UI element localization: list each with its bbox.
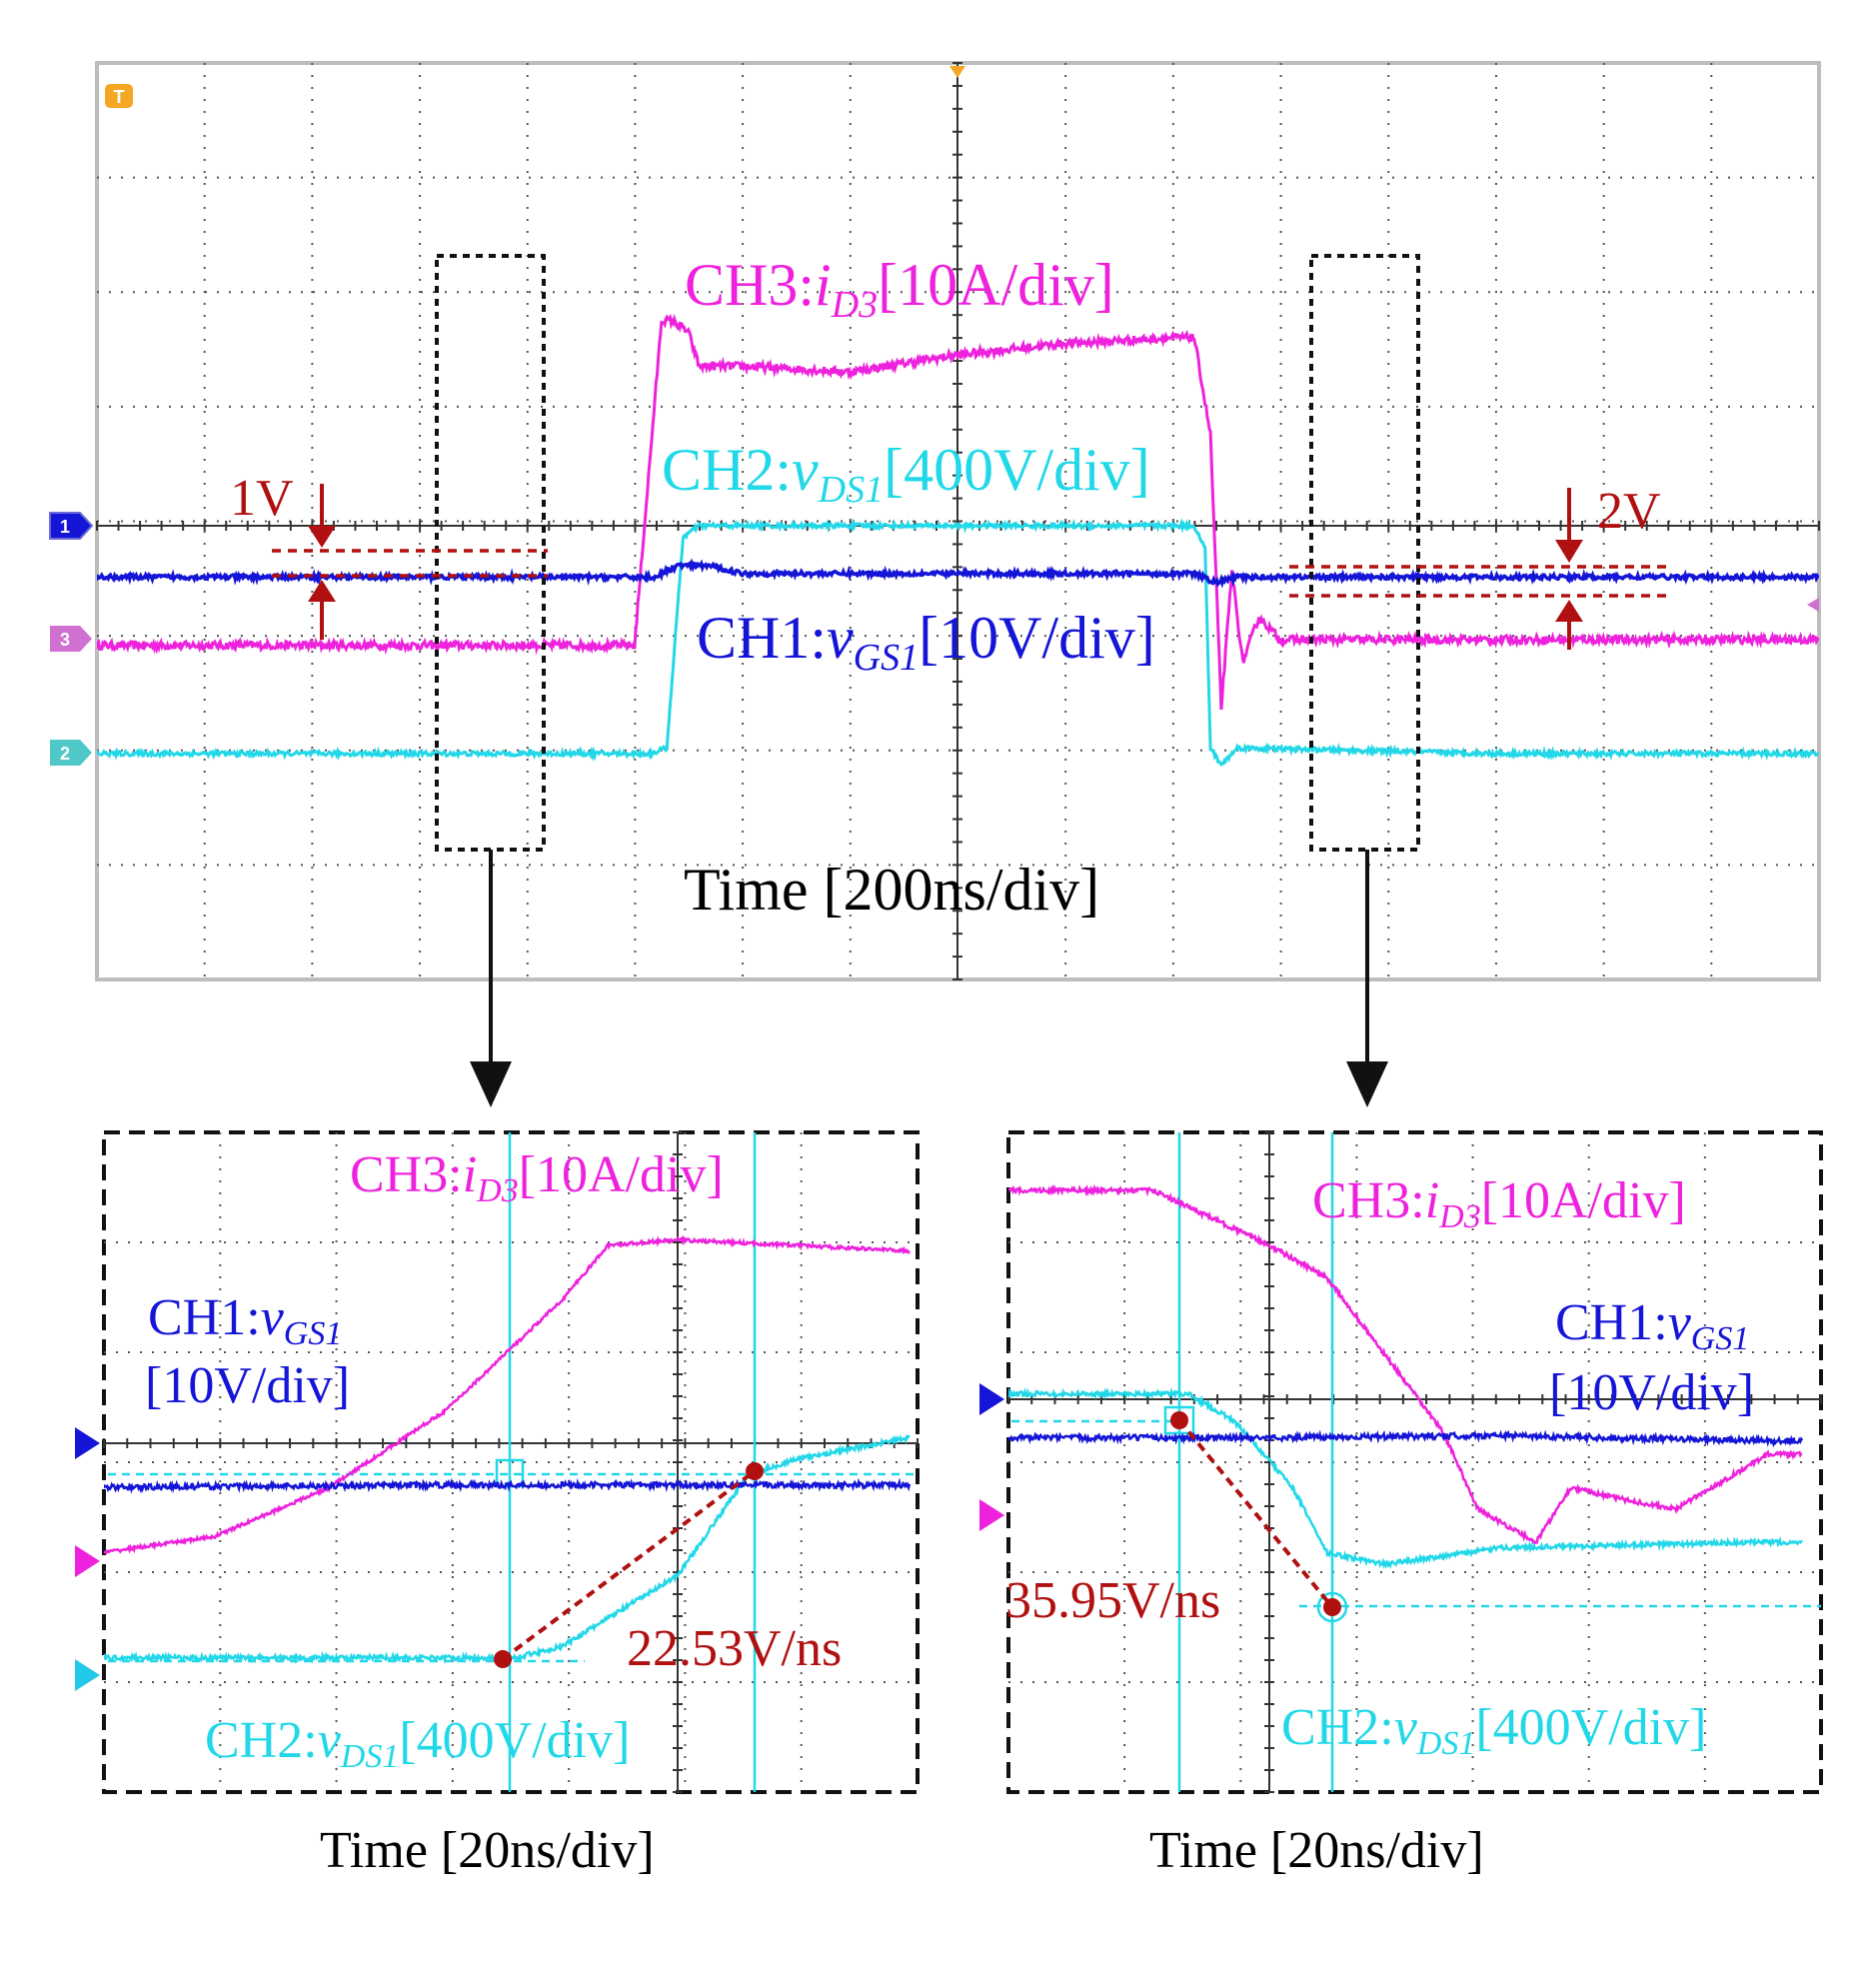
main-ch1-label: CH1:vGS1[10V/div]	[697, 605, 1155, 679]
turn-off-ch1-marker	[979, 1383, 1004, 1415]
annotation-1v: 1V	[230, 470, 548, 640]
main-ch3-trace	[97, 313, 1819, 711]
turn-on-zoom-arrow	[470, 850, 512, 1107]
ch3-ground-marker: 3	[50, 626, 92, 652]
main-ch3-label: CH3:iD3[10A/div]	[685, 252, 1114, 326]
turn-off-zoom-box	[1309, 254, 1420, 852]
turn-off-cursor-circle	[1316, 1591, 1348, 1623]
turn-on-ch1-label: CH1:vGS1	[148, 1289, 342, 1352]
turn-off-ch1-label: CH1:vGS1	[1555, 1294, 1749, 1357]
main-ch1-trace	[97, 558, 1819, 589]
main-ch2-trace	[97, 518, 1819, 768]
turn-on-time-label: Time [20ns/div]	[320, 1822, 655, 1879]
turn-off-slope-start	[1170, 1411, 1188, 1429]
turn-on-ch1-trace	[104, 1477, 912, 1494]
turn-on-ch3-marker	[75, 1545, 100, 1577]
turn-on-ch2-marker	[75, 1659, 100, 1691]
turn-off-cursor-box	[1163, 1405, 1195, 1435]
trigger-position-marker	[949, 66, 965, 78]
turn-off-ch3-trace	[1008, 1183, 1803, 1545]
turn-on-zoom-panel: CH3:iD3[10A/div] CH1:vGS1 [10V/div] 22.5…	[75, 1130, 920, 1879]
turn-off-zoom-frame	[1006, 1130, 1823, 1794]
turn-off-ch2-trace	[1008, 1386, 1804, 1570]
turn-off-ch2-label: CH2:vDS1[400V/div]	[1281, 1699, 1706, 1762]
turn-on-slope-line	[501, 1469, 757, 1661]
turn-off-slope-label: 35.95V/ns	[1005, 1572, 1220, 1629]
turn-off-zoom-arrow	[1346, 850, 1388, 1107]
main-scope: T 1 3 2 CH3:iD3[10A/div] CH2:vDS1[400V/d…	[49, 61, 1821, 1107]
right-edge-marker	[1807, 598, 1819, 612]
svg-text:T: T	[114, 87, 125, 107]
turn-on-slope-label: 22.53V/ns	[627, 1620, 842, 1677]
turn-off-zoom-panel: CH3:iD3[10A/div] CH1:vGS1 [10V/div] 35.9…	[979, 1130, 1823, 1879]
turn-off-slope-line	[1177, 1418, 1334, 1609]
main-time-label: Time [200ns/div]	[684, 857, 1099, 923]
svg-text:1: 1	[60, 517, 70, 537]
turn-off-ch1-trace	[1008, 1429, 1804, 1448]
ch1-ground-marker: 1	[49, 512, 94, 540]
svg-text:2: 2	[60, 744, 70, 764]
ch2-ground-marker: 2	[50, 740, 92, 766]
turn-on-ch3-trace	[104, 1234, 912, 1555]
turn-on-slope-end	[746, 1462, 764, 1480]
turn-off-time-label: Time [20ns/div]	[1149, 1822, 1484, 1879]
main-grid	[96, 62, 1820, 981]
turn-off-ch3-label: CH3:iD3[10A/div]	[1312, 1172, 1686, 1235]
turn-on-ch3-label: CH3:iD3[10A/div]	[350, 1146, 724, 1209]
trigger-level-marker: T	[105, 84, 133, 108]
turn-off-ch3-marker	[979, 1499, 1004, 1531]
annotation-1v-text: 1V	[230, 470, 294, 527]
turn-on-ch1-marker	[75, 1427, 100, 1459]
svg-text:3: 3	[60, 630, 70, 650]
turn-on-ch2-label: CH2:vDS1[400V/div]	[205, 1712, 630, 1775]
turn-on-ch1-scale: [10V/div]	[145, 1357, 350, 1414]
annotation-2v: 2V	[1289, 483, 1667, 650]
turn-off-ch1-scale: [10V/div]	[1549, 1364, 1754, 1421]
main-ch2-label: CH2:vDS1[400V/div]	[662, 437, 1150, 511]
turn-off-slope-end	[1323, 1598, 1341, 1616]
annotation-2v-text: 2V	[1597, 483, 1661, 540]
turn-on-slope-start	[494, 1650, 512, 1668]
